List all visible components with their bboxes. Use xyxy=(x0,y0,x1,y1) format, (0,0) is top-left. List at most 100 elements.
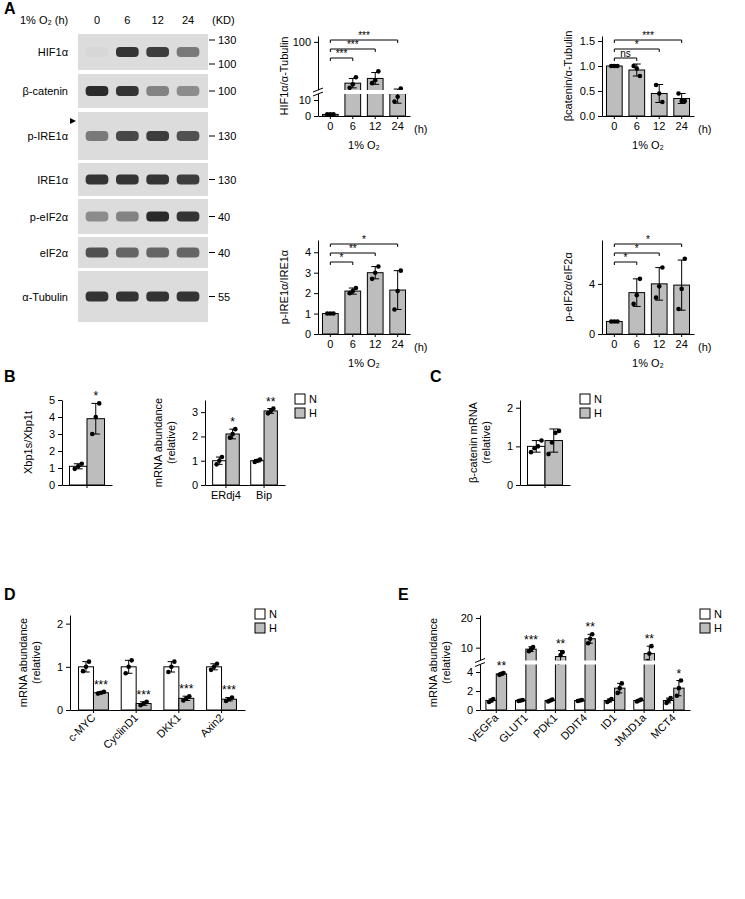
data-point xyxy=(580,698,585,703)
band xyxy=(116,131,139,141)
bar xyxy=(322,314,338,334)
y-tick-label: 1 xyxy=(305,308,311,320)
x-tick: Axin2 xyxy=(198,710,226,739)
bar xyxy=(526,649,536,710)
x-tick: MCT4 xyxy=(648,710,678,741)
y-tick: 10 xyxy=(299,94,318,106)
row-label: p-IRE1α xyxy=(27,130,68,142)
data-point xyxy=(230,432,235,437)
x-tick-mark xyxy=(545,485,546,488)
band xyxy=(86,86,109,96)
y-tick-label: 4 xyxy=(305,246,311,258)
x-tick-label: MCT4 xyxy=(648,711,678,741)
legend-label: H xyxy=(309,407,317,419)
band xyxy=(116,212,139,222)
plot-area xyxy=(213,406,278,485)
axis-break-mark xyxy=(313,88,323,92)
x-tick-mark xyxy=(264,485,265,488)
data-point xyxy=(586,641,591,646)
marker-tick xyxy=(209,296,215,297)
x-tick-label: 12 xyxy=(653,120,665,132)
data-point xyxy=(657,91,662,96)
data-point xyxy=(634,66,639,71)
y-tick-label: 0 xyxy=(305,110,311,122)
y-axis-line xyxy=(318,241,319,335)
x-tick-mark xyxy=(681,334,682,337)
y-tick: 4 xyxy=(589,278,602,290)
y-tick-mark xyxy=(314,100,318,101)
x-tick-label: 12 xyxy=(369,120,381,132)
y-tick: 0.5 xyxy=(580,85,602,97)
panel-label: C xyxy=(430,368,442,385)
bar-chart: *********010100061224HIF1α/α-Tubulin1% O… xyxy=(278,30,427,152)
bar-chart: 012β-catenin mRNA(relative)NH xyxy=(467,393,602,491)
legend-label: N xyxy=(269,608,277,620)
y-tick-label: 5 xyxy=(49,394,55,406)
data-point xyxy=(634,293,639,298)
y-tick-mark xyxy=(58,451,62,452)
y-axis-title: p-eIF2α/eIF2α xyxy=(562,252,574,322)
y-tick-label: 2 xyxy=(305,287,311,299)
data-point xyxy=(638,74,643,79)
y-tick: 1 xyxy=(192,455,205,467)
band xyxy=(116,86,139,96)
data-point xyxy=(392,307,397,312)
bar xyxy=(629,70,645,116)
y-tick-label: 20 xyxy=(461,612,473,624)
x-tick-mark xyxy=(397,334,398,337)
blot-strip xyxy=(78,199,208,234)
data-point xyxy=(172,659,177,664)
y-tick-mark xyxy=(314,116,318,117)
x-tick: 12 xyxy=(653,116,665,132)
x-tick-label: 0 xyxy=(327,338,333,350)
y-tick-mark xyxy=(201,461,205,462)
x-tick: c-MYC xyxy=(65,710,97,744)
bar xyxy=(93,693,108,710)
x-tick-mark xyxy=(397,116,398,119)
y-tick-mark xyxy=(598,284,602,285)
band xyxy=(86,212,109,222)
legend-label: N xyxy=(594,393,602,405)
y-axis: 012 xyxy=(57,616,71,717)
y-tick-mark xyxy=(201,436,205,437)
data-point xyxy=(620,681,625,686)
x-tick-mark xyxy=(93,710,94,713)
band xyxy=(116,175,139,185)
y-axis: 012345 xyxy=(49,394,63,491)
y-axis-title: (relative) xyxy=(30,641,42,684)
y-axis-title: mRNA abundance xyxy=(17,618,29,707)
legend-label: N xyxy=(309,393,317,405)
plot-area xyxy=(528,429,563,485)
band xyxy=(146,131,169,141)
legend-swatch xyxy=(295,394,305,404)
marker-label: 40 xyxy=(218,247,230,259)
legend-swatch xyxy=(700,609,710,619)
x-axis-title: 1% O₂ xyxy=(632,357,664,369)
data-point xyxy=(647,651,652,656)
bar xyxy=(585,639,595,710)
x-axis: 061224 xyxy=(603,116,695,132)
lane-label: 12 xyxy=(152,14,164,26)
y-tick-label: 0 xyxy=(192,479,198,491)
x-axis-line xyxy=(206,485,286,486)
y-tick-mark xyxy=(314,293,318,294)
plot-area xyxy=(70,401,105,485)
x-tick-label: c-MYC xyxy=(65,711,97,743)
axis-break xyxy=(475,661,485,665)
x-tick-label: CyclinD1 xyxy=(101,711,141,751)
band xyxy=(177,175,200,185)
panel-label: B xyxy=(4,368,16,385)
bracket-label: * xyxy=(646,234,650,245)
band xyxy=(146,86,169,96)
significance: *** xyxy=(94,678,108,692)
data-point xyxy=(84,665,89,670)
x-tick-label: 24 xyxy=(392,120,404,132)
data-point xyxy=(331,311,336,316)
y-tick: 2 xyxy=(57,618,70,630)
x-tick: PDK1 xyxy=(531,710,560,740)
error-bar xyxy=(91,403,100,434)
legend-label: H xyxy=(714,622,722,634)
y-tick-mark xyxy=(66,667,70,668)
y-tick: 3 xyxy=(49,428,62,440)
band xyxy=(146,248,169,258)
